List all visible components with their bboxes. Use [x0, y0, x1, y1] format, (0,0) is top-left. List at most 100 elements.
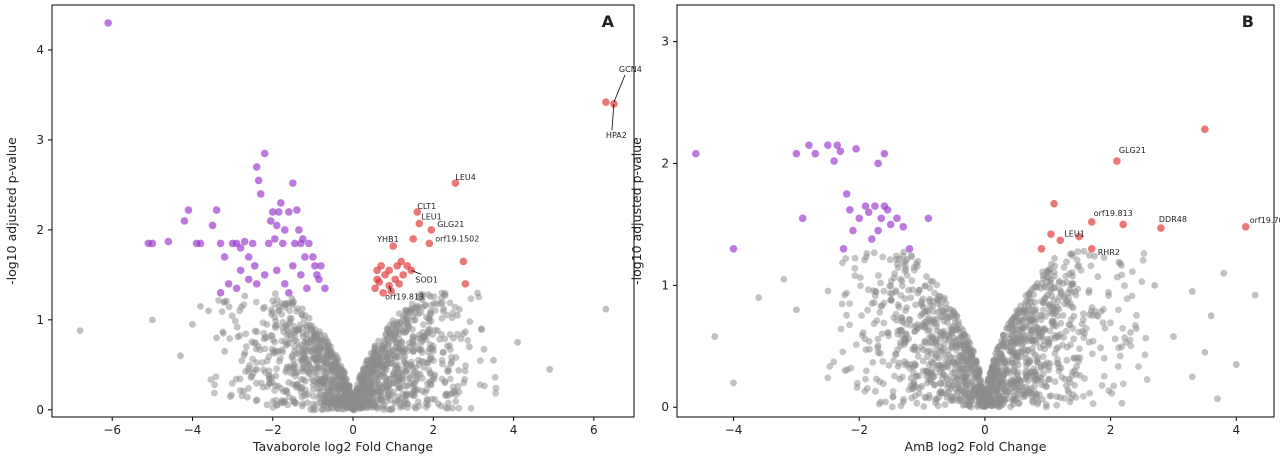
- chart-a-ns-point: [514, 338, 521, 346]
- chart-a-ns-point: [242, 330, 250, 338]
- chart-a-ns-point: [378, 346, 386, 353]
- chart-b-ns-point: [918, 301, 926, 309]
- chart-a-ns-point: [360, 391, 368, 399]
- chart-b-gene-label: RHR2: [1098, 248, 1120, 257]
- chart-b-ns-point: [900, 398, 907, 406]
- chart-b-ns-point: [915, 286, 923, 294]
- chart-a-ns-point: [207, 376, 215, 383]
- chart-b-ns-point: [1016, 309, 1024, 317]
- chart-a-ns-point: [259, 305, 267, 312]
- chart-b-ns-point: [911, 266, 918, 274]
- chart-b-ns-point: [830, 358, 838, 366]
- chart-b-ns-point: [870, 249, 878, 257]
- chart-b-ns-point: [953, 312, 961, 320]
- chart-b-ns-point: [997, 351, 1005, 358]
- chart-a-down-point: [272, 266, 281, 275]
- chart-b-ns-point: [957, 324, 965, 332]
- chart-a-ns-point: [395, 310, 403, 317]
- chart-a-ns-point: [236, 307, 244, 315]
- chart-b-ns-point: [1089, 350, 1096, 358]
- chart-b-ns-point: [903, 255, 911, 263]
- chart-a-ns-point: [316, 388, 324, 396]
- chart-b-ns-point: [1016, 384, 1024, 391]
- chart-a-ns-point: [421, 388, 429, 396]
- chart-b-ns-point: [856, 274, 864, 281]
- chart-b-ns-point: [1053, 359, 1061, 367]
- chart-b-ns-point: [793, 306, 800, 314]
- chart-a-ns-point: [285, 379, 293, 386]
- chart-a-ns-point: [409, 325, 416, 333]
- chart-a-ns-point: [419, 321, 427, 328]
- chart-b-ns-point: [1110, 382, 1118, 390]
- chart-a-ns-point: [286, 315, 294, 322]
- chart-a-ns-point: [388, 360, 396, 367]
- chart-a-ns-point: [401, 329, 409, 336]
- chart-a-ns-point: [393, 365, 401, 372]
- chart-a-ns-point: [398, 372, 406, 380]
- chart-a-ns-point: [282, 322, 289, 330]
- chart-b-ns-point: [917, 312, 925, 320]
- chart-a-x-tick-label: 2: [429, 423, 437, 437]
- chart-a-ns-point: [233, 323, 241, 331]
- chart-a-ns-point: [240, 351, 248, 359]
- chart-b-ns-point: [824, 287, 832, 295]
- chart-a-down-point: [295, 226, 303, 234]
- chart-b-ns-point: [929, 371, 937, 378]
- chart-b-ns-point: [1034, 377, 1042, 384]
- chart-b-ns-point: [1048, 260, 1055, 268]
- chart-a-down-point: [224, 280, 233, 288]
- chart-a-ns-point: [243, 343, 250, 351]
- chart-b-ns-point: [875, 272, 882, 279]
- chart-a-ns-point: [388, 405, 396, 412]
- chart-a-up-point: [415, 219, 424, 228]
- chart-a-ns-point: [334, 405, 342, 412]
- chart-a-ns-point: [364, 360, 372, 368]
- chart-a-ns-point: [402, 368, 410, 375]
- chart-b-ns-point: [892, 310, 900, 318]
- chart-a-ns-point: [420, 364, 428, 371]
- chart-a-ns-point: [415, 310, 422, 318]
- chart-a-ns-point: [395, 397, 403, 404]
- chart-a-down-point: [252, 163, 261, 171]
- chart-b-ns-point: [1119, 325, 1127, 332]
- chart-b-ns-point: [900, 248, 908, 256]
- chart-a-ns-point: [268, 332, 276, 339]
- chart-a-up-point: [461, 280, 470, 288]
- chart-b-y-tick-label: 0: [661, 400, 669, 414]
- chart-b-ns-point: [1042, 284, 1050, 291]
- chart-a-ns-point: [402, 315, 410, 323]
- chart-b-ns-point: [1045, 341, 1053, 349]
- chart-b-ns-point: [1022, 383, 1030, 391]
- chart-b-down-point: [852, 145, 860, 153]
- chart-b-ns-point: [968, 381, 976, 388]
- chart-b-ns-point: [1142, 334, 1150, 342]
- chart-b-ns-point: [1021, 323, 1029, 331]
- chart-b-ns-point: [1013, 339, 1021, 347]
- chart-b-ns-point: [967, 392, 974, 400]
- chart-b-ns-point: [882, 398, 889, 406]
- chart-b-ns-point: [1068, 280, 1076, 288]
- chart-a-ns-point: [240, 301, 248, 309]
- chart-b-up-point: [1201, 125, 1209, 134]
- chart-b-ns-point: [1018, 316, 1026, 324]
- chart-a-ns-point: [392, 372, 399, 379]
- chart-b-ns-point: [1010, 396, 1018, 403]
- chart-b-ns-point: [1067, 250, 1074, 258]
- chart-b-ns-point: [868, 300, 876, 307]
- chart-b-ns-point: [1070, 335, 1078, 343]
- chart-a-ns-point: [320, 379, 327, 387]
- chart-a-ns-point: [243, 393, 251, 401]
- chart-a-ns-point: [444, 399, 452, 407]
- chart-b-ns-point: [1201, 348, 1209, 356]
- chart-a-down-point: [184, 206, 193, 214]
- chart-a-ns-point: [396, 336, 403, 344]
- chart-a-y-tick-label: 4: [36, 43, 44, 57]
- chart-b-ns-point: [942, 357, 950, 365]
- chart-b-ns-point: [863, 250, 871, 257]
- chart-b-x-tick-label: 4: [1232, 423, 1240, 437]
- chart-a-ns-point: [414, 386, 422, 393]
- chart-b-ns-point: [990, 397, 998, 405]
- chart-b-ns-point: [1024, 337, 1032, 345]
- chart-b-ns-point: [888, 403, 896, 411]
- chart-b-ns-point: [925, 334, 933, 342]
